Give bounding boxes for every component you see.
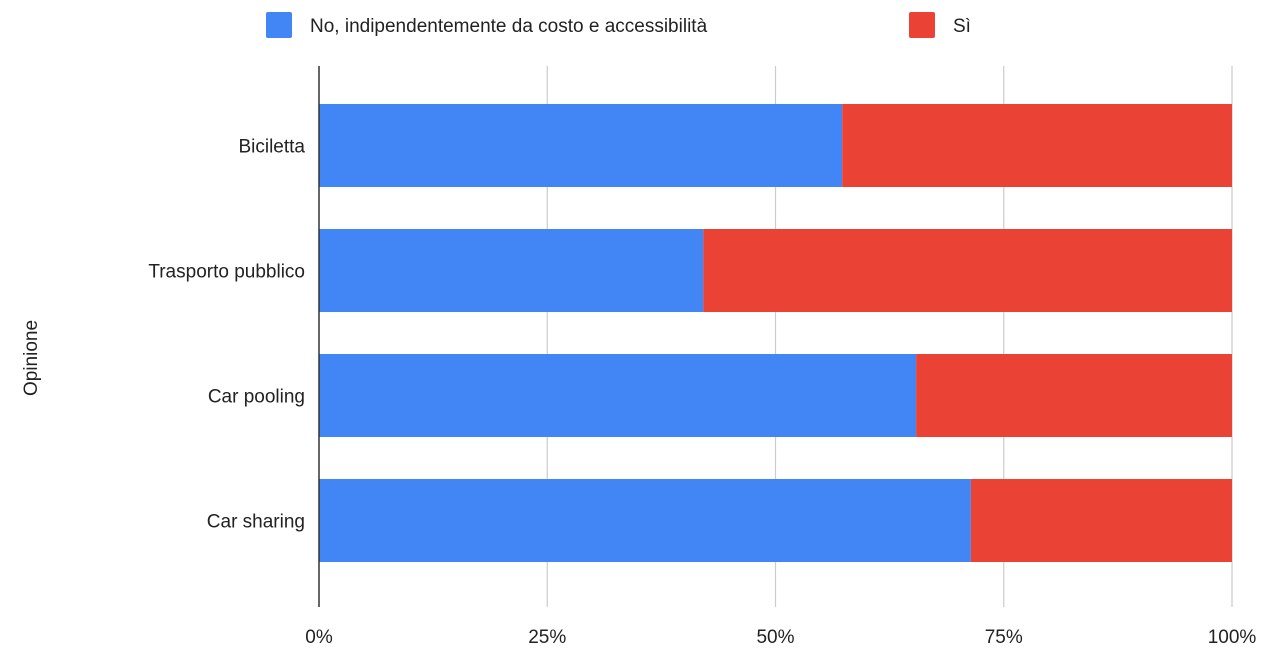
axes: 0% 25% 50% 75% 100% Biciletta Trasporto pubbli…: [148, 66, 1256, 648]
bars: [319, 104, 1232, 562]
bar-segment: [916, 354, 1232, 437]
x-tick-label: 75%: [985, 627, 1023, 648]
x-tick-label: 50%: [756, 627, 794, 648]
x-tick-label: 100%: [1208, 627, 1257, 648]
x-tick-label: 25%: [528, 627, 566, 648]
y-tick-label: Car pooling: [208, 387, 305, 408]
y-tick-label: Biciletta: [238, 137, 305, 158]
legend: No, indipendentemente da costo e accessi…: [266, 12, 971, 38]
legend-swatch: [266, 12, 292, 38]
x-tick-label: 0%: [305, 627, 333, 648]
y-axis-title: Opinione: [21, 320, 42, 396]
bar-segment: [319, 354, 917, 437]
legend-label: Sì: [953, 16, 971, 37]
bar-segment: [319, 229, 704, 312]
bar-segment: [970, 479, 1232, 562]
bar-segment: [842, 104, 1232, 187]
y-tick-label: Trasporto pubblico: [148, 262, 305, 283]
legend-label: No, indipendentemente da costo e accessi…: [310, 16, 708, 37]
legend-swatch: [909, 12, 935, 38]
bar-segment: [703, 229, 1232, 312]
y-tick-label: Car sharing: [207, 512, 305, 533]
bar-segment: [319, 479, 971, 562]
bar-segment: [319, 104, 843, 187]
